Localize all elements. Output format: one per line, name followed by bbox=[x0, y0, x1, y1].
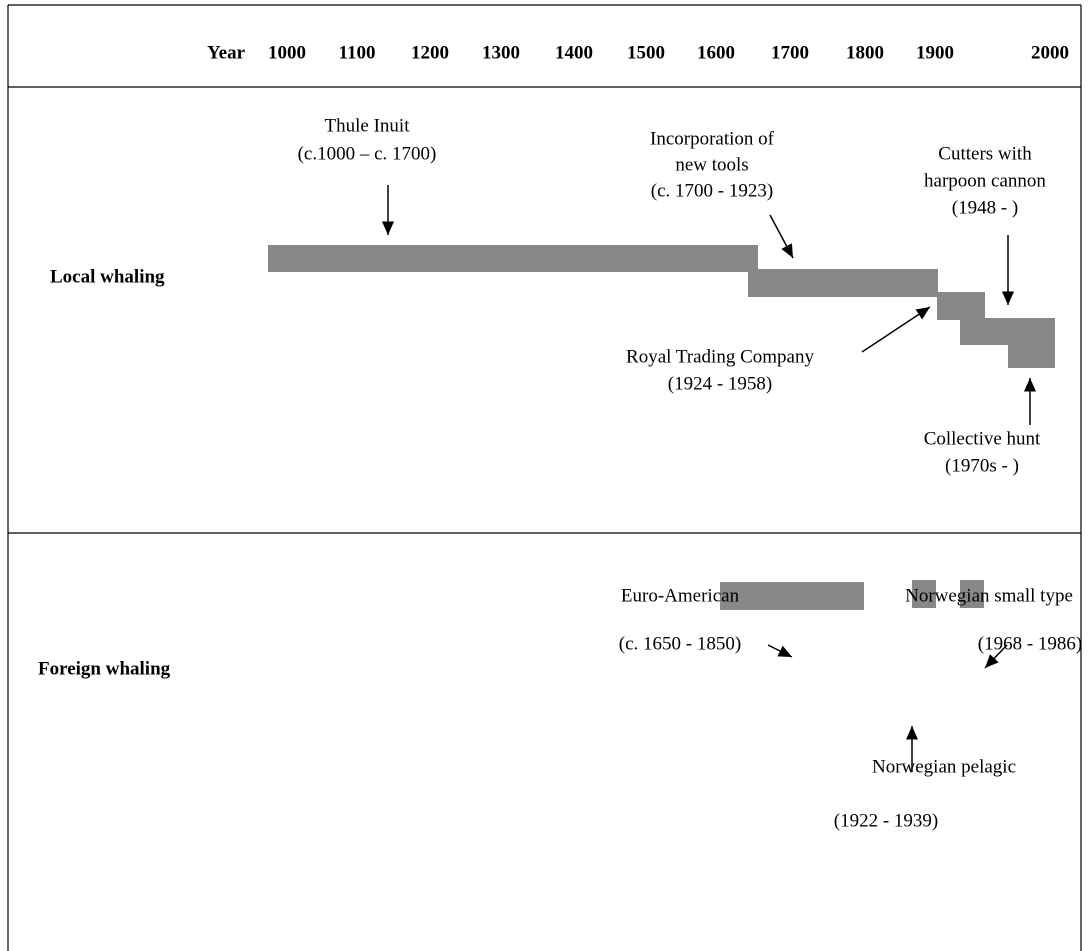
period-label: Royal Trading Company bbox=[626, 346, 814, 367]
period-label: Thule Inuit bbox=[325, 115, 411, 136]
year-tick: 1400 bbox=[555, 42, 593, 63]
bars bbox=[268, 245, 1055, 610]
year-tick: 1100 bbox=[339, 42, 376, 63]
period-label: (1968 - 1986) bbox=[978, 633, 1082, 654]
year-tick: 1500 bbox=[627, 42, 665, 63]
period-label: (c. 1700 - 1923) bbox=[651, 180, 773, 201]
period-label: (1970s - ) bbox=[945, 455, 1019, 476]
period-label: (c. 1650 - 1850) bbox=[619, 633, 741, 654]
year-tick: 1800 bbox=[846, 42, 884, 63]
period-label: Euro-American bbox=[621, 585, 740, 606]
period-label: (1948 - ) bbox=[952, 197, 1018, 218]
year-tick: 1600 bbox=[697, 42, 735, 63]
year-label: Year bbox=[207, 42, 246, 63]
section-label: Foreign whaling bbox=[38, 658, 171, 679]
arrows bbox=[382, 185, 1036, 772]
section-label: Local whaling bbox=[50, 266, 165, 287]
year-tick: 1200 bbox=[411, 42, 449, 63]
year-tick: 1900 bbox=[916, 42, 954, 63]
year-tick: 1700 bbox=[771, 42, 809, 63]
year-tick: 1000 bbox=[268, 42, 306, 63]
period-label: Cutters with bbox=[938, 143, 1032, 164]
year-tick: 2000 bbox=[1031, 42, 1069, 63]
period-label: Norwegian pelagic bbox=[872, 756, 1016, 777]
frame bbox=[7, 4, 1082, 951]
year-tick: 1300 bbox=[482, 42, 520, 63]
period-label: Collective hunt bbox=[924, 428, 1041, 449]
period-label: (1922 - 1939) bbox=[834, 810, 938, 831]
period-label: Norwegian small type bbox=[905, 585, 1073, 606]
period-label: new tools bbox=[675, 154, 748, 175]
period-label: (1924 - 1958) bbox=[668, 373, 772, 394]
period-label: harpoon cannon bbox=[924, 170, 1046, 191]
period-label: (c.1000 – c. 1700) bbox=[298, 143, 437, 164]
period-label: Incorporation of bbox=[650, 128, 775, 149]
